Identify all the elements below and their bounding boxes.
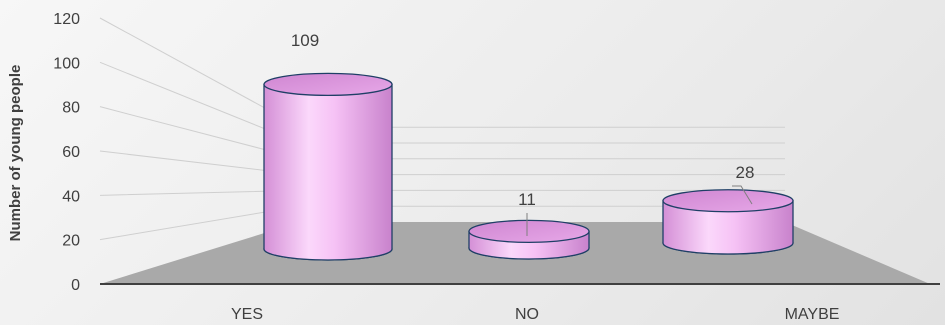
gridline [99,150,785,176]
bar [662,189,794,255]
bar-body [263,83,393,261]
data-label: 28 [736,163,755,182]
bar-top [263,72,393,97]
x-tick-label: NO [515,306,539,323]
bar-top [468,219,590,244]
gridline [99,106,785,160]
y-tick-label: 40 [62,188,80,205]
y-tick-label: 60 [62,144,80,161]
y-tick-label: 80 [62,100,80,117]
y-tick-label: 120 [53,11,80,28]
bar-body [662,200,794,255]
y-axis-title: Number of young people [7,65,24,242]
y-tick-label: 100 [53,55,80,72]
data-label-leader [732,185,753,205]
y-tick-label: 20 [62,233,80,250]
bar-top [662,189,794,213]
gridline [99,17,785,128]
bar [263,72,393,261]
y-tick-label: 0 [71,277,80,294]
data-label: 11 [518,190,536,209]
x-tick-label: YES [231,306,263,323]
bar [468,219,590,260]
data-label: 109 [291,31,319,50]
x-tick-label: MAYBE [785,306,840,323]
